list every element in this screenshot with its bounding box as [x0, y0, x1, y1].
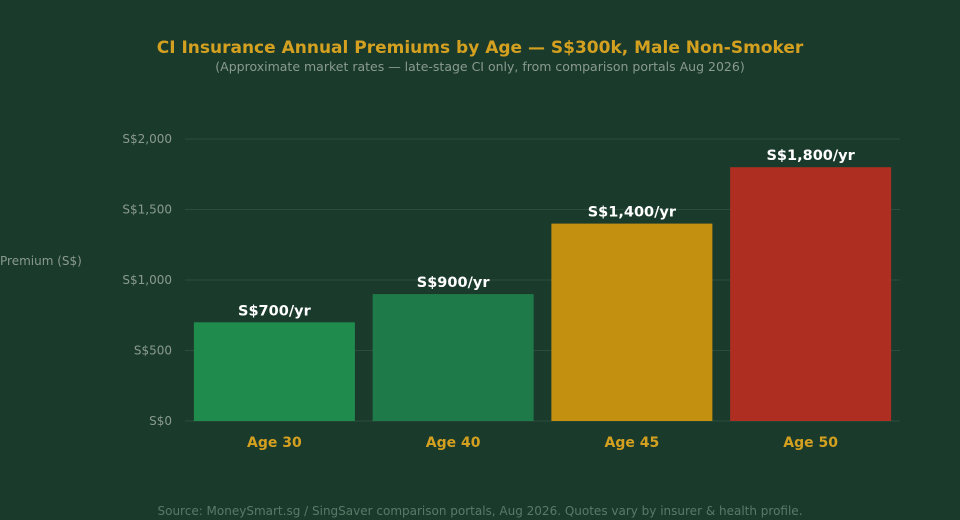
x-tick-label: Age 50 — [783, 435, 838, 451]
bar — [730, 167, 892, 421]
y-tick-label: S$2,000 — [122, 132, 172, 146]
y-axis-ticks: S$0 S$500 S$1,000 S$1,500 S$2,000 — [122, 132, 172, 428]
y-axis-label: Premium (S$) — [0, 254, 82, 268]
bar-value-label: S$1,400/yr — [588, 205, 677, 221]
bar — [193, 322, 355, 421]
y-tick-label: S$0 — [149, 414, 172, 428]
source-note: Source: MoneySmart.sg / SingSaver compar… — [157, 504, 802, 518]
chart-subtitle: (Approximate market rates — late-stage C… — [215, 59, 744, 74]
chart-title: CI Insurance Annual Premiums by Age — S$… — [157, 38, 804, 58]
x-tick-label: Age 40 — [426, 435, 481, 451]
bar-value-label: S$700/yr — [238, 303, 312, 319]
bar-value-label: S$1,800/yr — [766, 148, 855, 164]
data-labels: S$700/yr S$900/yr S$1,400/yr S$1,800/yr — [238, 148, 856, 319]
x-axis-ticks: Age 30 Age 40 Age 45 Age 50 — [247, 435, 838, 451]
bar — [551, 223, 713, 421]
bars — [193, 167, 892, 421]
bar — [372, 294, 534, 421]
y-tick-label: S$1,000 — [122, 273, 172, 287]
y-tick-label: S$1,500 — [122, 203, 172, 217]
bar-value-label: S$900/yr — [417, 275, 491, 291]
x-tick-label: Age 30 — [247, 435, 302, 451]
y-tick-label: S$500 — [134, 344, 172, 358]
x-tick-label: Age 45 — [605, 435, 660, 451]
